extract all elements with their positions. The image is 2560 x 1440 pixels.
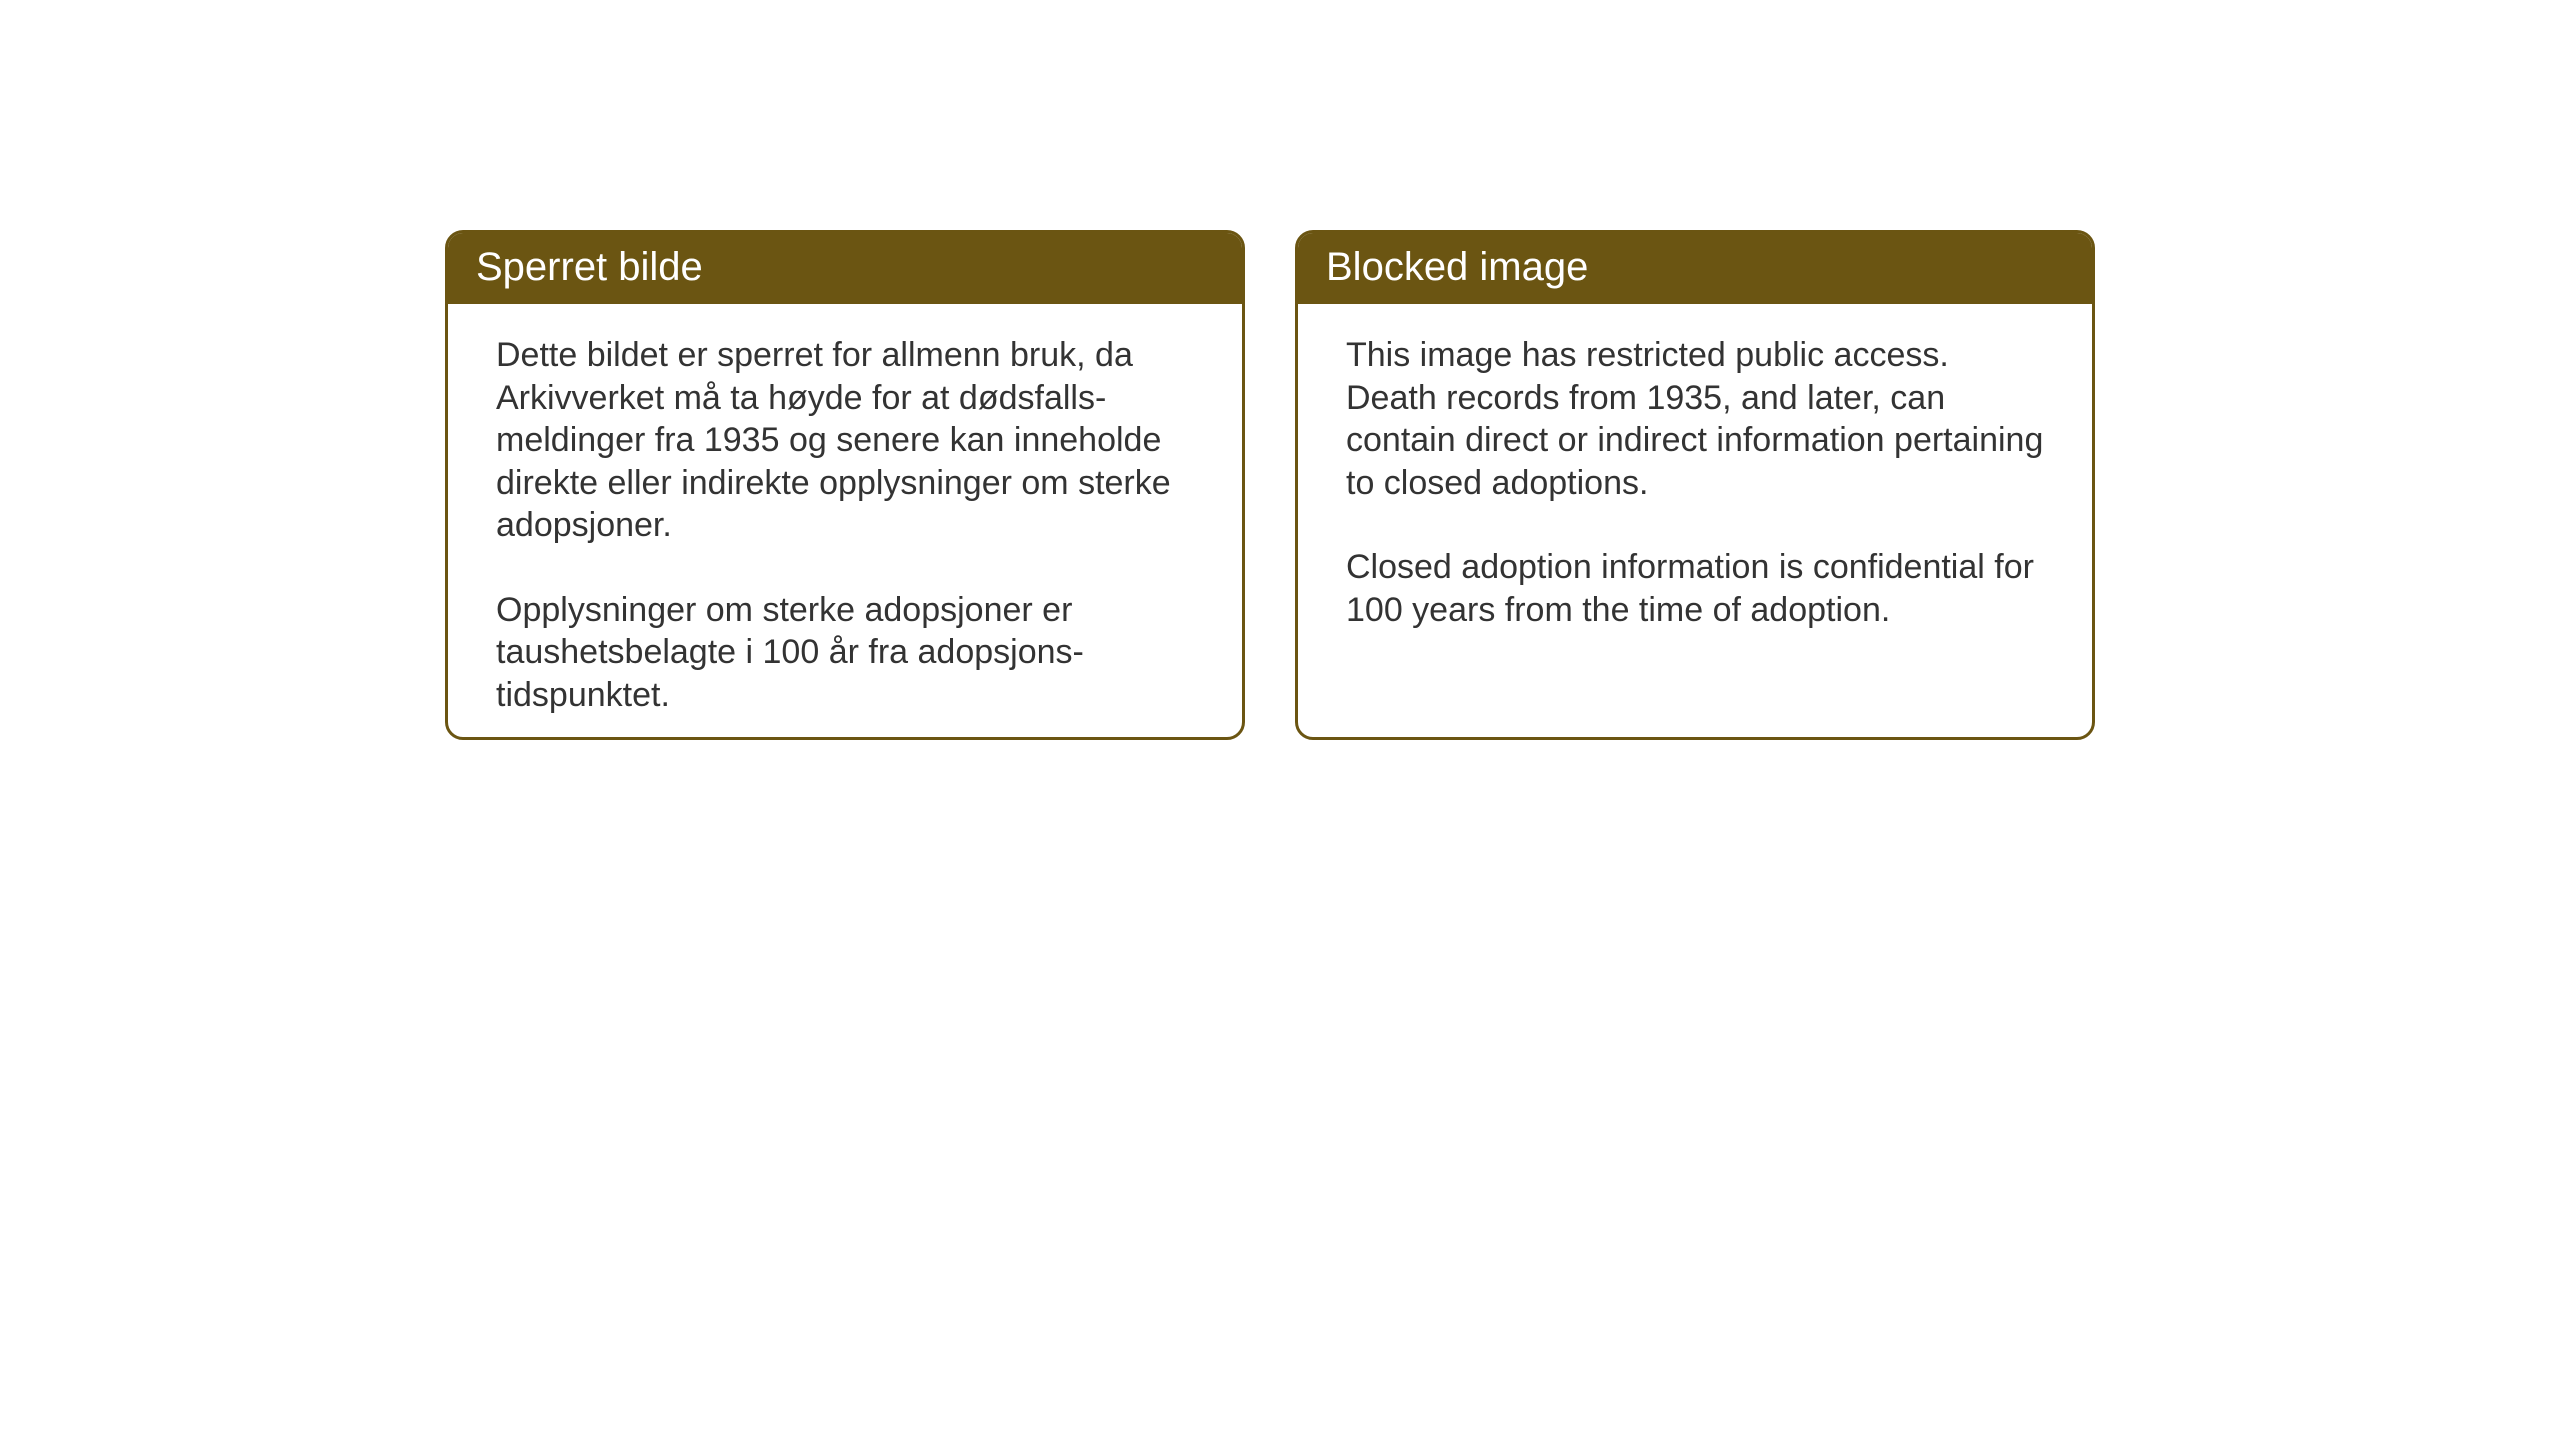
panel-english-header: Blocked image <box>1298 233 2092 304</box>
panel-norwegian-title: Sperret bilde <box>476 245 703 289</box>
panel-norwegian: Sperret bilde Dette bildet er sperret fo… <box>445 230 1245 740</box>
panel-norwegian-header: Sperret bilde <box>448 233 1242 304</box>
panel-english-paragraph-2: Closed adoption information is confident… <box>1346 546 2044 631</box>
panel-english: Blocked image This image has restricted … <box>1295 230 2095 740</box>
panel-english-paragraph-1: This image has restricted public access.… <box>1346 334 2044 504</box>
panel-norwegian-paragraph-2: Opplysninger om sterke adopsjoner er tau… <box>496 589 1194 717</box>
panels-container: Sperret bilde Dette bildet er sperret fo… <box>445 230 2095 740</box>
panel-norwegian-body: Dette bildet er sperret for allmenn bruk… <box>448 304 1242 740</box>
panel-english-title: Blocked image <box>1326 245 1588 289</box>
panel-english-body: This image has restricted public access.… <box>1298 304 2092 661</box>
panel-norwegian-paragraph-1: Dette bildet er sperret for allmenn bruk… <box>496 334 1194 547</box>
